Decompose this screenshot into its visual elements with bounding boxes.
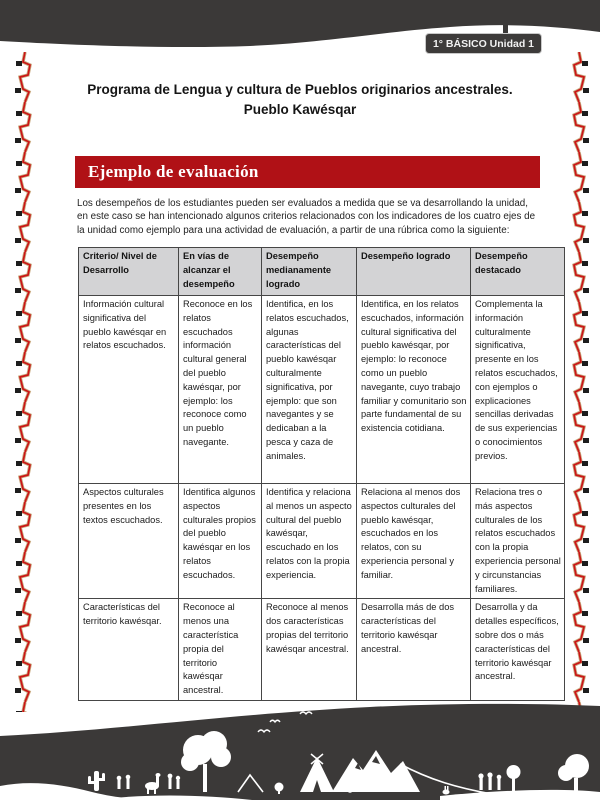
bird-icon	[257, 711, 313, 734]
section-heading-banner: Ejemplo de evaluación	[75, 156, 540, 188]
rubric-cell: Complementa la información culturalmente…	[470, 295, 565, 484]
rubric-cell: Reconoce al menos una característica pro…	[178, 598, 262, 701]
rubric-cell: Identifica, en los relatos escuchados, i…	[356, 295, 471, 484]
tree-silhouette	[506, 765, 521, 792]
mountain-rock	[355, 756, 380, 770]
rubric-cell: Información cultural significativa del p…	[78, 295, 179, 484]
table-row: Aspectos culturales presentes en los tex…	[78, 482, 565, 600]
rubric-cell: Identifica, en los relatos escuchados, a…	[261, 295, 357, 484]
rubric-cell: Características del territorio kawésqar.	[78, 598, 179, 701]
badge-connector	[503, 22, 508, 36]
right-border-pattern	[570, 52, 596, 712]
page-title-line1: Programa de Lengua y cultura de Pueblos …	[87, 82, 513, 97]
llama-silhouette	[145, 773, 161, 794]
table-row: Información cultural significativa del p…	[78, 295, 565, 484]
mountains-silhouette	[332, 750, 493, 795]
cactus-silhouette	[88, 771, 105, 791]
top-band-decoration	[0, 0, 600, 48]
rubric-cell: Reconoce en los relatos escuchados infor…	[178, 295, 262, 484]
rubric-header-criterio: Criterio/ Nivel de Desarrollo	[78, 247, 179, 296]
section-heading: Ejemplo de evaluación	[88, 162, 259, 181]
page-title-line2: Pueblo Kawésqar	[243, 102, 357, 118]
rubric-cell: Aspectos culturales presentes en los tex…	[78, 482, 179, 600]
tree-silhouette	[181, 731, 231, 792]
unit-badge: 1° BÁSICO Unidad 1	[425, 33, 542, 54]
rubric-cell: Identifica y relaciona al menos un aspec…	[261, 482, 357, 600]
table-row: Características del territorio kawésqar.…	[78, 598, 565, 701]
rubric-cell: Reconoce al menos dos características pr…	[261, 598, 357, 701]
people-silhouette	[116, 773, 181, 789]
rubric-header-medianamente: Desempeño medianamente logrado	[261, 247, 357, 296]
rubric-table: Criterio/ Nivel de Desarrollo En vías de…	[78, 247, 565, 701]
left-border-pattern	[8, 52, 34, 712]
teepee-silhouette	[300, 753, 334, 792]
unit-badge-label: 1° BÁSICO Unidad 1	[432, 37, 535, 50]
rubric-header-row: Criterio/ Nivel de Desarrollo En vías de…	[78, 247, 565, 296]
page-title: Programa de Lengua y cultura de Pueblos …	[60, 80, 540, 121]
rubric-cell: Relaciona al menos dos aspectos cultural…	[356, 482, 471, 600]
teepee-door	[313, 780, 321, 792]
footer-illustration	[0, 703, 600, 800]
rubric-cell: Relaciona tres o más aspectos culturales…	[470, 482, 565, 600]
rubric-cell: Desarrolla más de dos características de…	[356, 598, 471, 701]
tree-silhouette	[558, 754, 589, 794]
people-silhouette	[478, 772, 502, 790]
intro-paragraph: Los desempeños de los estudiantes pueden…	[77, 198, 536, 236]
hill-outline	[237, 773, 264, 793]
rabbit-silhouette	[442, 786, 450, 795]
ground-silhouette	[0, 783, 142, 800]
ground-silhouette	[440, 789, 600, 800]
rubric-cell: Identifica algunos aspectos culturales p…	[178, 482, 262, 600]
rubric-cell: Desarrolla y da detalles específicos, so…	[470, 598, 565, 701]
rubric-header-en-vias: En vías de alcanzar el desempeño	[178, 247, 262, 296]
rubric-header-destacado: Desempeño destacado	[470, 247, 565, 296]
ground-silhouette	[95, 795, 252, 800]
rubric-header-logrado: Desempeño logrado	[356, 247, 471, 296]
